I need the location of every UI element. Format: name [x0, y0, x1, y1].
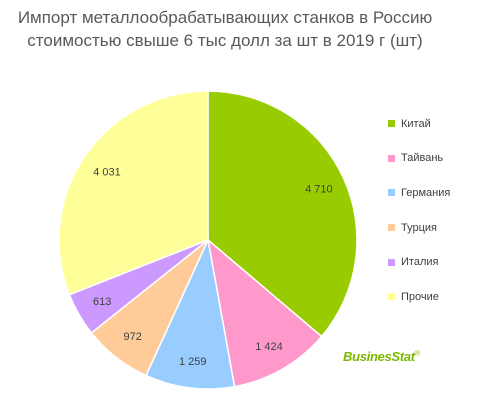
pie-slice-6 — [58, 90, 209, 296]
chart-title-line-2: стоимостью свыше 6 тыс долл за шт в 2019… — [27, 31, 423, 50]
legend-label-5: Италия — [401, 256, 439, 269]
data-label-4: 972 — [124, 331, 142, 343]
legend-item-2: Тайвань — [388, 152, 450, 165]
legend-item-6: Прочие — [388, 290, 450, 303]
logo-registered-mark: ® — [414, 350, 420, 358]
data-label-2: 1 424 — [255, 341, 283, 353]
legend-swatch-3 — [388, 189, 395, 197]
data-label-3: 1 259 — [179, 356, 207, 368]
pie-slice-3 — [145, 237, 236, 390]
legend-item-5: Италия — [388, 256, 450, 269]
legend-label-2: Тайвань — [401, 152, 444, 165]
chart-legend: Китай Тайвань Германия Турция Италия Прочие — [388, 118, 450, 326]
legend-item-3: Германия — [388, 186, 451, 199]
legend-item-4: Турция — [388, 221, 450, 234]
legend-swatch-6 — [388, 293, 395, 301]
legend-item-1: Китай — [388, 117, 450, 130]
legend-swatch-4 — [388, 224, 395, 232]
data-label-6: 4 031 — [93, 166, 121, 178]
chart-title: Импорт металлообрабатывающих станков в Р… — [0, 6, 450, 52]
legend-label-1: Китай — [401, 117, 431, 130]
pie-slice-1 — [207, 90, 358, 338]
logo-text: BusinesStat — [343, 349, 415, 364]
legend-swatch-2 — [388, 154, 395, 162]
businesstat-logo: BusinesStat® — [343, 349, 420, 364]
legend-swatch-5 — [388, 258, 395, 266]
legend-swatch-1 — [388, 120, 395, 127]
legend-label-6: Прочие — [401, 290, 439, 303]
data-label-1: 4 710 — [305, 184, 333, 196]
chart-title-line-1: Импорт металлообрабатывающих станков в Р… — [17, 8, 433, 27]
legend-label-3: Германия — [401, 186, 451, 199]
legend-label-4: Турция — [401, 221, 437, 234]
data-label-5: 613 — [93, 296, 111, 308]
pie-slice-2 — [206, 238, 323, 388]
